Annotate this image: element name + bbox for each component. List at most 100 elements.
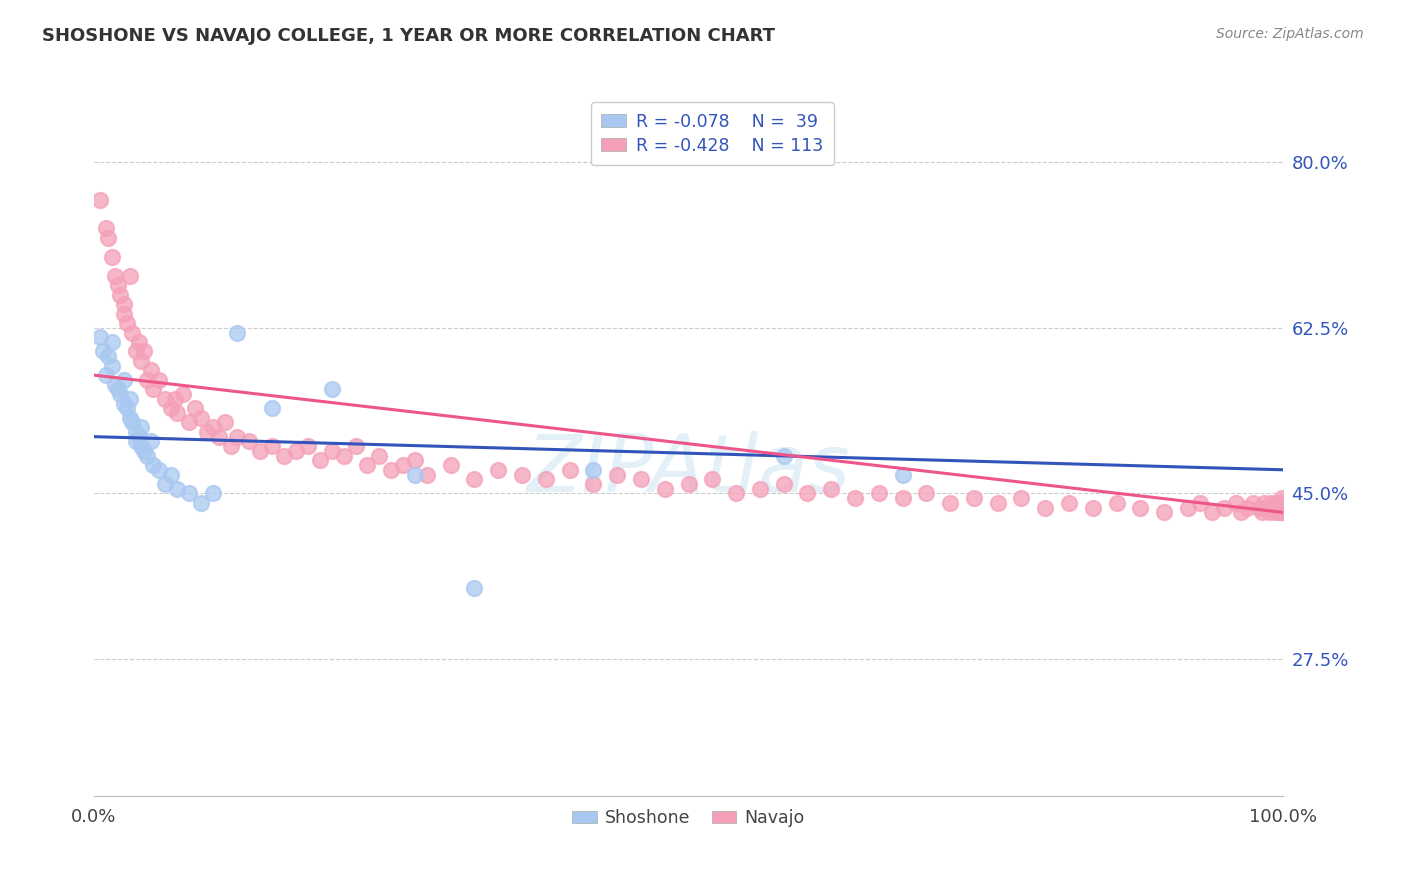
- Point: [107, 278, 129, 293]
- Point: [1129, 500, 1152, 515]
- Point: [166, 482, 188, 496]
- Point: [172, 387, 194, 401]
- Point: [121, 416, 143, 430]
- Point: [148, 373, 170, 387]
- Point: [285, 443, 308, 458]
- Point: [463, 472, 485, 486]
- Point: [1188, 496, 1211, 510]
- Point: [148, 463, 170, 477]
- Point: [89, 330, 111, 344]
- Point: [112, 396, 135, 410]
- Point: [463, 581, 485, 595]
- Point: [115, 316, 138, 330]
- Point: [534, 472, 557, 486]
- Point: [118, 392, 141, 406]
- Point: [1057, 496, 1080, 510]
- Point: [100, 250, 122, 264]
- Point: [177, 416, 200, 430]
- Point: [748, 482, 770, 496]
- Point: [772, 449, 794, 463]
- Point: [124, 344, 146, 359]
- Point: [155, 392, 177, 406]
- Legend: Shoshone, Navajo: Shoshone, Navajo: [565, 802, 811, 834]
- Point: [772, 477, 794, 491]
- Point: [1230, 505, 1253, 519]
- Point: [1264, 505, 1286, 519]
- Point: [1225, 496, 1247, 510]
- Point: [1241, 496, 1264, 510]
- Point: [107, 382, 129, 396]
- Point: [1271, 505, 1294, 519]
- Point: [404, 453, 426, 467]
- Point: [132, 344, 155, 359]
- Point: [1249, 500, 1271, 515]
- Point: [139, 363, 162, 377]
- Point: [1263, 500, 1285, 515]
- Point: [582, 463, 605, 477]
- Point: [249, 443, 271, 458]
- Point: [195, 425, 218, 439]
- Point: [112, 373, 135, 387]
- Point: [915, 486, 938, 500]
- Point: [356, 458, 378, 472]
- Point: [100, 359, 122, 373]
- Point: [190, 410, 212, 425]
- Point: [131, 420, 153, 434]
- Point: [1256, 500, 1278, 515]
- Point: [108, 287, 131, 301]
- Point: [1268, 496, 1291, 510]
- Point: [97, 231, 120, 245]
- Point: [1105, 496, 1128, 510]
- Point: [1270, 505, 1292, 519]
- Point: [201, 420, 224, 434]
- Point: [1271, 491, 1294, 506]
- Point: [309, 453, 332, 467]
- Text: Source: ZipAtlas.com: Source: ZipAtlas.com: [1216, 27, 1364, 41]
- Point: [225, 326, 247, 340]
- Point: [1271, 500, 1294, 515]
- Point: [1260, 496, 1282, 510]
- Point: [1265, 496, 1288, 510]
- Point: [163, 392, 186, 406]
- Point: [131, 354, 153, 368]
- Point: [108, 387, 131, 401]
- Point: [160, 401, 183, 416]
- Point: [1033, 500, 1056, 515]
- Point: [1212, 500, 1234, 515]
- Point: [219, 439, 242, 453]
- Point: [104, 377, 127, 392]
- Point: [1201, 505, 1223, 519]
- Point: [404, 467, 426, 482]
- Point: [225, 430, 247, 444]
- Point: [1267, 505, 1289, 519]
- Point: [139, 434, 162, 449]
- Point: [796, 486, 818, 500]
- Point: [131, 439, 153, 453]
- Point: [124, 434, 146, 449]
- Point: [118, 268, 141, 283]
- Point: [1265, 500, 1288, 515]
- Point: [368, 449, 391, 463]
- Point: [321, 382, 343, 396]
- Point: [136, 373, 159, 387]
- Point: [1250, 505, 1272, 519]
- Point: [97, 349, 120, 363]
- Point: [558, 463, 581, 477]
- Point: [214, 416, 236, 430]
- Point: [124, 425, 146, 439]
- Point: [392, 458, 415, 472]
- Point: [160, 467, 183, 482]
- Point: [118, 410, 141, 425]
- Point: [844, 491, 866, 506]
- Point: [184, 401, 207, 416]
- Point: [654, 482, 676, 496]
- Point: [201, 486, 224, 500]
- Point: [136, 449, 159, 463]
- Point: [440, 458, 463, 472]
- Point: [94, 368, 117, 383]
- Point: [190, 496, 212, 510]
- Point: [104, 268, 127, 283]
- Point: [678, 477, 700, 491]
- Point: [344, 439, 367, 453]
- Point: [868, 486, 890, 500]
